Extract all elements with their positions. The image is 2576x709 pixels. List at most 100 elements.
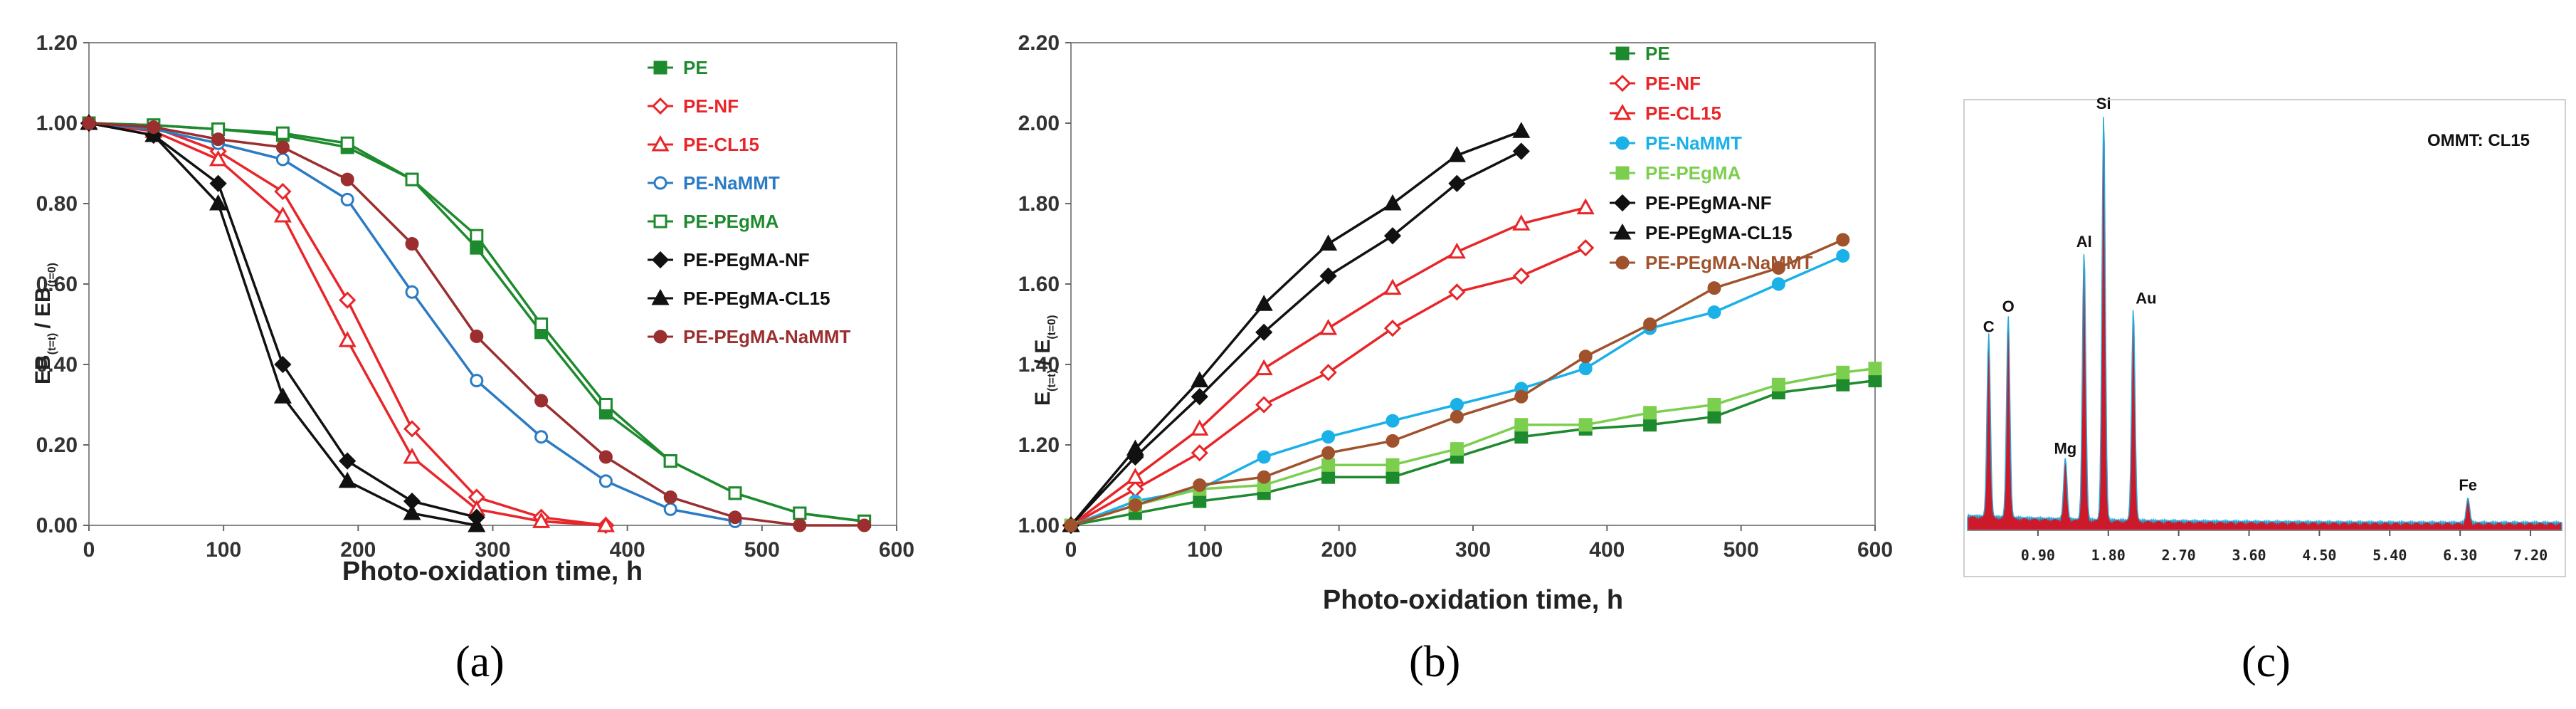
legend-swatch-marker <box>651 251 670 269</box>
legend-label: PE-NF <box>683 95 739 117</box>
data-point-pe-nf <box>1319 364 1337 382</box>
data-point-pe-nammt <box>1578 362 1593 376</box>
data-point-pe-pegma-nf <box>1383 227 1402 245</box>
data-point-pe-pegma-nammt <box>1257 470 1271 484</box>
legend-item-pe-pegma-nammt: PE-PEgMA-NaMMT <box>1610 252 1813 273</box>
x-tick-label: 500 <box>1724 538 1759 562</box>
legend-label: PE-PEgMA <box>683 211 779 232</box>
series-line-pe <box>1070 379 1876 527</box>
y-label-sep-b: / E <box>1031 340 1055 366</box>
data-point-pe-pegma-nf <box>1319 267 1337 285</box>
data-point-pe-pegma-cl15 <box>1447 146 1466 162</box>
data-point-pe-pegma <box>275 126 290 140</box>
data-point-pe-cl15 <box>1447 242 1466 259</box>
data-point-pe-pegma-nammt <box>793 518 807 532</box>
data-point-pe-pegma-nammt <box>1128 498 1142 513</box>
legend-label: PE-NF <box>1645 73 1701 94</box>
legend-swatch-marker <box>1613 103 1632 120</box>
x-tick-label: 300 <box>475 538 510 562</box>
data-point-pe-pegma-nammt <box>405 237 419 251</box>
data-point-pe-nammt <box>534 430 549 444</box>
data-point-pe-pegma-nammt <box>1064 518 1078 532</box>
x-axis-label-a: Photo-oxidation time, h <box>342 557 643 587</box>
data-point-pe-nf <box>1577 239 1595 257</box>
y-tick-label: 0.80 <box>36 192 78 216</box>
data-point-pe-pegma-nammt <box>1385 434 1400 448</box>
data-point-pe-pegma-nf <box>274 355 292 374</box>
data-point-pe-pegma-cl15 <box>209 194 228 211</box>
data-point-pe-pegma-nammt <box>663 490 677 504</box>
data-point-pe-cl15 <box>1383 278 1402 295</box>
legend-swatch-marker <box>1613 223 1632 240</box>
spectrum-tick-label: 4.50 <box>2302 547 2336 564</box>
spectrum-tick-label: 2.70 <box>2162 547 2196 564</box>
y-tick-label: 1.40 <box>1018 353 1060 377</box>
legend-label: PE-PEgMA-CL15 <box>1645 222 1793 243</box>
legend-swatch-marker <box>653 176 667 190</box>
data-point-pe-pegma-nammt <box>147 120 161 135</box>
x-tick-label: 0 <box>83 538 95 562</box>
x-tick-label: 200 <box>1321 538 1357 562</box>
y-label-sub1-a: (t=t) <box>46 333 58 355</box>
spectrum-tick-label: 6.30 <box>2443 547 2477 564</box>
y-axis-label-b: E(t=t) / E(t=0) <box>1031 315 1058 406</box>
legend-label: PE-PEgMA-CL15 <box>683 288 830 309</box>
data-point-pe-cl15 <box>209 149 228 167</box>
legend-swatch-marker <box>653 330 667 344</box>
legend-label: PE-CL15 <box>683 134 759 155</box>
spectrum-tick-label: 0.90 <box>2021 547 2055 564</box>
data-point-pe-cl15 <box>338 331 357 347</box>
data-point-pe-pegma-nammt <box>275 140 290 154</box>
data-point-pe-nammt <box>1321 430 1336 444</box>
peak-label-mg: Mg <box>2054 440 2076 458</box>
data-point-pe-pegma <box>793 506 807 520</box>
data-point-pe-nammt <box>1385 414 1400 428</box>
data-point-pe-pegma-nf <box>209 174 227 192</box>
y-axis-label-a: EB(t=t) / EB(t=0) <box>31 263 58 384</box>
legend-item-pe-pegma-nf: PE-PEgMA-NF <box>1610 192 1772 214</box>
data-point-pe-pegma-nammt <box>598 450 613 464</box>
y-tick-label: 1.60 <box>1018 273 1060 296</box>
data-point-pe-pegma-nammt <box>1321 446 1336 460</box>
legend-swatch-marker <box>653 61 667 75</box>
x-tick-label: 600 <box>879 538 914 562</box>
legend-label: PE <box>1645 43 1670 64</box>
data-point-pe-pegma-nammt <box>728 510 742 525</box>
series-line-pe-pegma-cl15 <box>1070 130 1522 527</box>
y-tick-label: 0.60 <box>36 273 78 296</box>
legend-swatch-marker <box>1615 136 1630 150</box>
spectrum-tick-label: 3.60 <box>2232 547 2266 564</box>
legend-swatch-marker <box>1615 256 1630 270</box>
legend-item-pe: PE <box>648 57 708 78</box>
data-point-pe-pegma <box>728 486 742 500</box>
plot-frame-a <box>88 42 897 526</box>
x-tick-label: 400 <box>1589 538 1625 562</box>
data-point-pe-pegma-cl15 <box>273 387 292 404</box>
data-point-pe-nammt <box>1707 305 1721 320</box>
data-point-pe-cl15 <box>1512 214 1531 231</box>
data-point-pe-pegma-cl15 <box>1126 439 1144 456</box>
panel-label-c: (c) <box>2242 638 2291 686</box>
peak-label-au: Au <box>2136 290 2156 308</box>
series-pe-pegma-nammt <box>1064 233 1850 532</box>
data-point-pe-pegma <box>1707 398 1721 411</box>
peak-label-fe: Fe <box>2459 476 2477 494</box>
data-point-pe-nammt <box>340 192 354 206</box>
legend-swatch-marker <box>1613 74 1632 93</box>
y-tick-label: 2.00 <box>1018 112 1060 135</box>
data-point-pe-nammt <box>405 285 419 299</box>
data-point-pe-pegma-nf <box>1255 323 1273 341</box>
data-point-pe-pegma-nammt <box>82 116 96 130</box>
spectrum-tick-label: 7.20 <box>2513 547 2548 564</box>
data-point-pe-nf <box>274 182 292 201</box>
legend-label: PE-PEgMA <box>1645 162 1741 184</box>
y-label-sub2-a: (t=0) <box>46 263 58 287</box>
data-point-pe-nammt <box>1257 450 1271 464</box>
data-point-pe-pegma-nf <box>1191 388 1208 406</box>
series-pe-pegma-nammt <box>82 116 872 532</box>
data-point-pe-pegma <box>598 398 613 411</box>
legend-label: PE-PEgMA-NF <box>683 249 810 271</box>
x-tick-label: 600 <box>1857 538 1893 562</box>
data-point-pe-nf <box>1512 267 1530 285</box>
